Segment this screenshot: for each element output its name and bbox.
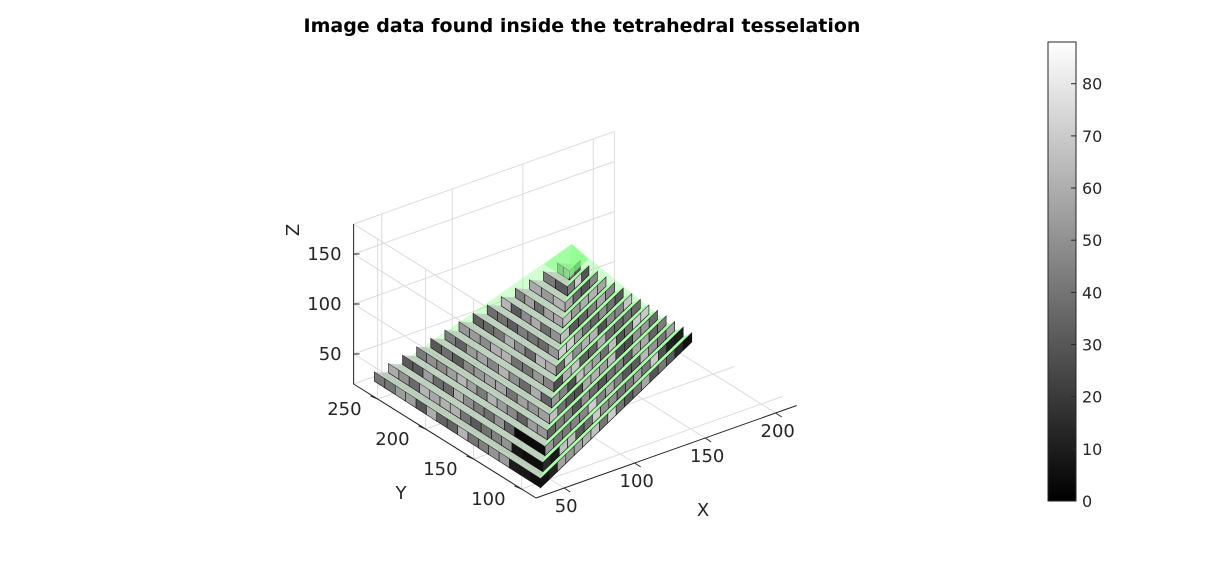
voxel-tread xyxy=(545,321,675,447)
tick-labels: 50 100 150 200 100 150 200 250 50 100 150 xyxy=(307,244,795,517)
box-edge xyxy=(353,131,615,225)
voxel-tread xyxy=(402,355,548,447)
colorbar-tick-label: 10 xyxy=(1082,440,1102,459)
voxel-tread xyxy=(543,271,570,287)
voxel-cell xyxy=(640,304,650,323)
x-axis-line xyxy=(535,405,797,499)
y-tick-mark xyxy=(370,395,378,400)
colorbar-tick-label: 20 xyxy=(1082,388,1102,407)
x-tick-mark xyxy=(704,437,712,443)
colorbar-tick-label: 70 xyxy=(1082,127,1102,146)
voxel-tread xyxy=(540,332,692,479)
grid-line xyxy=(521,396,783,490)
voxel-cell xyxy=(674,326,684,346)
voxel-tread xyxy=(542,327,684,463)
x-tick-mark xyxy=(775,412,782,418)
z-tick-label: 100 xyxy=(307,294,341,315)
colorbar-ticks: 0 10 20 30 40 50 60 70 80 xyxy=(1071,75,1102,511)
colorbar-tick-label: 60 xyxy=(1082,179,1102,198)
x-tick-label: 200 xyxy=(761,421,795,442)
voxel-tread xyxy=(556,293,632,367)
voxel-tread xyxy=(374,371,543,479)
voxel-tread xyxy=(416,346,550,431)
voxel-cell xyxy=(648,309,658,329)
voxel-tread xyxy=(515,288,565,319)
x-tick-mark xyxy=(563,487,571,493)
z-tick-label: 150 xyxy=(307,244,341,265)
voxel-tread xyxy=(560,282,615,335)
voxel-scene xyxy=(374,244,693,489)
voxel-tread xyxy=(553,299,641,383)
plot-axes: 50 100 150 200 100 150 200 250 50 100 150 X Y Z xyxy=(283,131,797,521)
y-axis-label: Y xyxy=(395,483,408,504)
y-tick-label: 150 xyxy=(423,459,457,480)
colorbar-tick-label: 0 xyxy=(1082,492,1092,511)
voxel-cell xyxy=(581,265,590,283)
voxel-cell xyxy=(623,292,633,312)
voxel-cell xyxy=(665,320,676,340)
voxel-cell xyxy=(683,331,693,351)
y-tick-label: 250 xyxy=(327,399,361,420)
z-axis-label: Z xyxy=(283,224,304,236)
voxel-cell xyxy=(614,287,624,306)
voxel-tread xyxy=(430,338,552,415)
y-axis-line xyxy=(353,383,537,499)
tetra-tip xyxy=(567,244,589,280)
colorbar-gradient xyxy=(1047,41,1077,502)
voxel-cell xyxy=(597,276,607,296)
voxel-tread xyxy=(388,363,545,463)
voxel-tread xyxy=(547,316,667,431)
voxel-tread xyxy=(567,265,589,287)
x-axis-label: X xyxy=(697,500,709,521)
voxel-cell xyxy=(588,270,598,290)
grid-line xyxy=(353,161,615,255)
tetra-tip xyxy=(544,244,572,280)
voxel-cell xyxy=(605,281,615,302)
y-tick-label: 200 xyxy=(375,429,409,450)
colorbar-tick-label: 50 xyxy=(1082,231,1102,250)
z-tick-label: 50 xyxy=(319,344,342,365)
x-tick-label: 150 xyxy=(690,446,724,467)
voxel-tread xyxy=(444,330,554,399)
voxel-tread xyxy=(549,310,658,415)
colorbar-tick-label: 80 xyxy=(1082,75,1102,94)
x-tick-mark xyxy=(634,462,641,468)
voxel-tread xyxy=(459,321,557,383)
voxel-tread xyxy=(473,313,559,367)
colorbar-tick-label: 40 xyxy=(1082,283,1102,302)
voxel-tread xyxy=(551,304,649,399)
voxel-tread xyxy=(558,288,624,351)
voxel-tread xyxy=(562,277,606,319)
x-tick-label: 50 xyxy=(555,496,578,517)
voxel-tread xyxy=(487,304,561,351)
y-tick-mark xyxy=(418,425,426,430)
x-tick-label: 100 xyxy=(620,471,654,492)
y-tick-label: 100 xyxy=(471,489,505,510)
y-tick-mark xyxy=(466,455,474,460)
chart-title: Image data found inside the tetrahedral … xyxy=(304,15,861,37)
voxel-tread xyxy=(565,271,598,303)
voxel-cell xyxy=(657,315,667,335)
grid-line xyxy=(353,211,615,305)
y-tick-mark xyxy=(514,485,522,490)
colorbar-tick-label: 30 xyxy=(1082,336,1102,355)
colorbar: 0 10 20 30 40 50 60 70 80 xyxy=(1047,41,1102,511)
voxel-cell xyxy=(631,298,641,318)
voxel-tread xyxy=(529,279,568,303)
voxel-tread xyxy=(501,296,563,335)
